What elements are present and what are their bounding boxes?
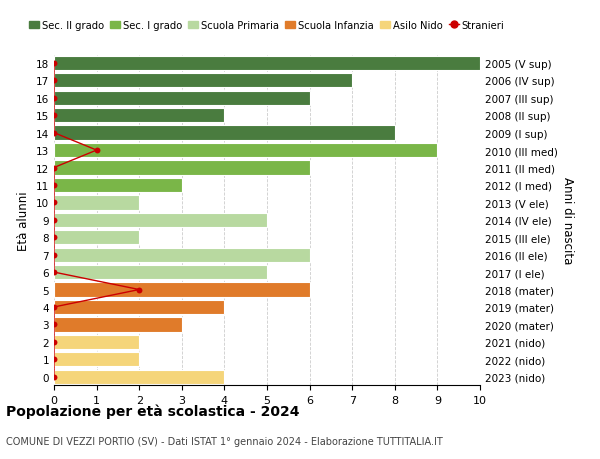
Point xyxy=(49,269,59,276)
Bar xyxy=(54,283,310,297)
Text: Popolazione per età scolastica - 2024: Popolazione per età scolastica - 2024 xyxy=(6,404,299,419)
Point xyxy=(49,373,59,381)
Bar xyxy=(54,370,224,384)
Bar xyxy=(54,144,437,158)
Legend: Sec. II grado, Sec. I grado, Scuola Primaria, Scuola Infanzia, Asilo Nido, Stran: Sec. II grado, Sec. I grado, Scuola Prim… xyxy=(25,17,509,35)
Point xyxy=(49,60,59,67)
Bar xyxy=(54,126,395,140)
Bar xyxy=(54,56,480,71)
Point xyxy=(49,356,59,363)
Bar xyxy=(54,335,139,349)
Bar xyxy=(54,179,182,193)
Point xyxy=(49,95,59,102)
Point xyxy=(49,130,59,137)
Point xyxy=(92,147,101,154)
Bar xyxy=(54,109,224,123)
Point xyxy=(49,78,59,85)
Bar xyxy=(54,265,267,280)
Point xyxy=(49,217,59,224)
Bar xyxy=(54,300,224,314)
Bar xyxy=(54,91,310,106)
Bar xyxy=(54,248,310,262)
Point xyxy=(49,182,59,189)
Bar xyxy=(54,161,310,175)
Point xyxy=(49,303,59,311)
Bar xyxy=(54,74,352,88)
Text: COMUNE DI VEZZI PORTIO (SV) - Dati ISTAT 1° gennaio 2024 - Elaborazione TUTTITAL: COMUNE DI VEZZI PORTIO (SV) - Dati ISTAT… xyxy=(6,437,443,446)
Bar xyxy=(54,213,267,228)
Bar xyxy=(54,353,139,367)
Y-axis label: Anni di nascita: Anni di nascita xyxy=(562,177,574,264)
Point xyxy=(49,252,59,259)
Y-axis label: Età alunni: Età alunni xyxy=(17,190,31,250)
Point xyxy=(49,164,59,172)
Point xyxy=(134,286,144,294)
Bar xyxy=(54,196,139,210)
Point xyxy=(49,199,59,207)
Point xyxy=(49,338,59,346)
Point xyxy=(49,234,59,241)
Point xyxy=(49,112,59,120)
Bar xyxy=(54,318,182,332)
Bar xyxy=(54,230,139,245)
Point xyxy=(49,321,59,328)
